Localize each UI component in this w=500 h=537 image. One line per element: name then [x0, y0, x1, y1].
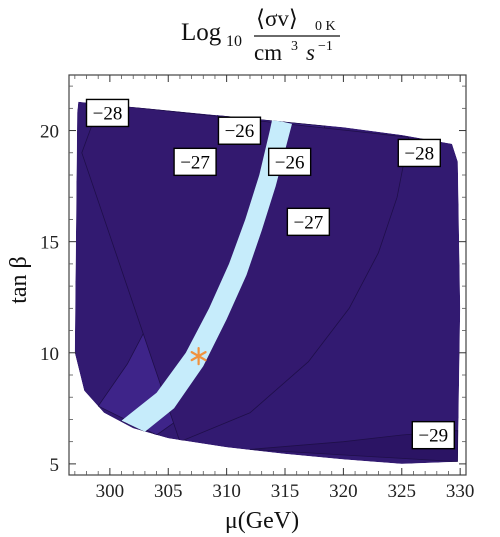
- contour-label-text: −29: [418, 426, 448, 447]
- contour-label-layer: −28 −26 −27 −26 −28 −27 −29: [85, 98, 455, 450]
- y-tick-label: 10: [40, 344, 59, 365]
- title-denominator-cm-exp: 3: [291, 39, 298, 54]
- x-tick-label: 315: [271, 481, 300, 502]
- x-tick-label: 310: [212, 481, 241, 502]
- svg-text:Log: Log: [181, 19, 222, 46]
- contour-label: −26: [267, 147, 312, 177]
- y-tick-label: 20: [40, 122, 59, 143]
- contour-label-box: [217, 116, 262, 145]
- svg-text:s: s: [306, 40, 315, 65]
- contour-label: −28: [85, 98, 130, 128]
- marker-stroke: [190, 351, 207, 362]
- contour-label-box: [85, 98, 130, 128]
- contour-label: −27: [173, 147, 217, 177]
- tick-layer: 300 305 310 315 320 325 330 5 10 15 20: [40, 75, 474, 502]
- svg-text:⟨σv⟩: ⟨σv⟩: [256, 6, 298, 31]
- benchmark-point-marker: [190, 347, 207, 366]
- contour-label-text: −26: [275, 152, 305, 173]
- title-log-base: 10: [226, 33, 242, 50]
- title-denominator-cm: cm: [254, 40, 282, 65]
- contour-label-box: [286, 207, 331, 237]
- svg-text:−1: −1: [318, 39, 333, 54]
- title-numerator-sub: 0 K: [315, 19, 336, 34]
- title-log: Log: [181, 19, 222, 46]
- y-tick-label: 15: [40, 233, 59, 254]
- contour-label-box: [267, 147, 312, 177]
- contour-label-text: −26: [225, 121, 255, 142]
- svg-text:0 K: 0 K: [315, 19, 336, 34]
- title-denominator-s-exp: −1: [318, 39, 333, 54]
- marker-layer: [190, 347, 207, 366]
- svg-text:3: 3: [291, 39, 298, 54]
- x-tick-label: 330: [446, 481, 475, 502]
- x-tick-label: 305: [154, 481, 183, 502]
- contour-label: −26: [217, 116, 262, 145]
- title-numerator: ⟨σv⟩: [256, 6, 298, 31]
- svg-text:10: 10: [226, 33, 242, 50]
- contour-label: −28: [397, 138, 441, 168]
- contour-label: −29: [411, 420, 455, 450]
- x-tick-label: 320: [329, 481, 358, 502]
- chart-title: Log 10 ⟨σv⟩ 0 K cm 3 s −1: [181, 6, 340, 65]
- contour-label-text: −28: [93, 103, 123, 124]
- y-tick-label: 5: [50, 455, 60, 476]
- x-tick-label: 325: [388, 481, 417, 502]
- contour-label-text: −28: [404, 143, 434, 164]
- contour-label-box: [397, 138, 441, 168]
- svg-text:cm: cm: [254, 40, 282, 65]
- y-axis-label: tan β: [6, 256, 32, 304]
- title-denominator-s: s: [306, 40, 315, 65]
- x-tick-label: 300: [96, 481, 125, 502]
- contour-label-text: −27: [293, 212, 323, 233]
- contour-label: −27: [286, 207, 331, 237]
- contour-label-box: [173, 147, 217, 177]
- contour-label-box: [411, 420, 455, 450]
- contour-label-text: −27: [180, 152, 210, 173]
- x-axis-label: μ(GeV): [225, 508, 299, 534]
